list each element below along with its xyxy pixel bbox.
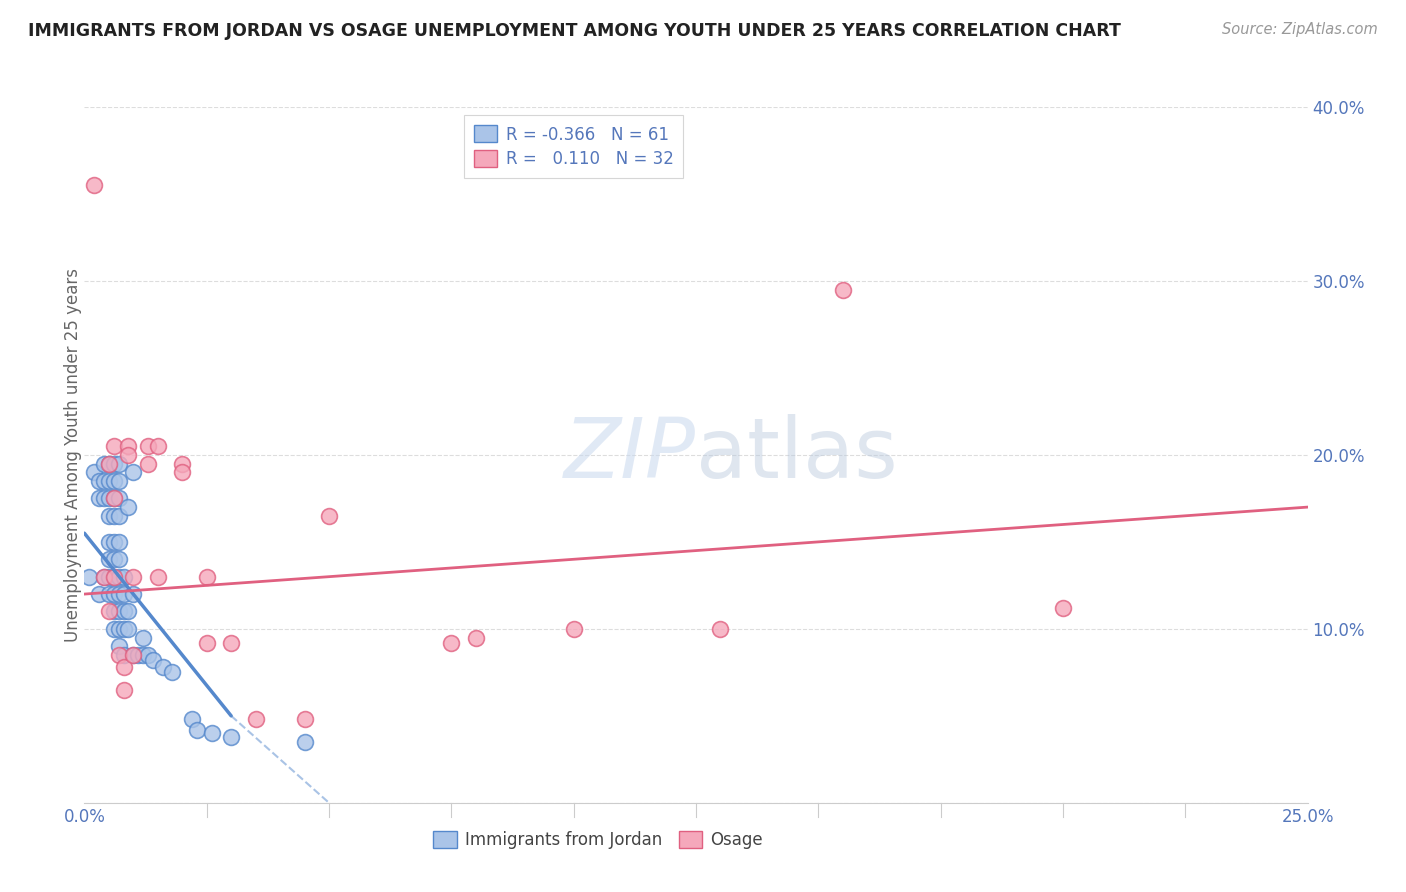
Point	[318, 508, 340, 523]
Point	[112, 622, 135, 636]
Point	[77, 570, 100, 584]
Point	[107, 534, 129, 549]
Point	[112, 660, 135, 674]
Point	[107, 570, 129, 584]
Point	[97, 570, 120, 584]
Point	[294, 712, 316, 726]
Y-axis label: Unemployment Among Youth under 25 years: Unemployment Among Youth under 25 years	[65, 268, 82, 642]
Point	[172, 466, 194, 480]
Point	[107, 587, 129, 601]
Point	[112, 570, 135, 584]
Point	[103, 508, 125, 523]
Point	[103, 587, 125, 601]
Point	[107, 639, 129, 653]
Point	[93, 570, 115, 584]
Point	[107, 552, 129, 566]
Point	[117, 439, 139, 453]
Point	[162, 665, 184, 680]
Point	[97, 457, 120, 471]
Point	[122, 648, 145, 662]
Point	[117, 622, 139, 636]
Point	[107, 605, 129, 619]
Point	[112, 682, 135, 697]
Point	[107, 491, 129, 506]
Point	[103, 439, 125, 453]
Point	[103, 474, 125, 488]
Point	[127, 648, 149, 662]
Point	[97, 491, 120, 506]
Point	[93, 570, 115, 584]
Point	[562, 622, 585, 636]
Text: ZIP: ZIP	[564, 415, 696, 495]
Point	[93, 457, 115, 471]
Point	[245, 712, 267, 726]
Point	[181, 712, 204, 726]
Point	[219, 636, 242, 650]
Point	[97, 508, 120, 523]
Point	[93, 474, 115, 488]
Point	[464, 631, 486, 645]
Point	[97, 587, 120, 601]
Point	[103, 552, 125, 566]
Point	[103, 457, 125, 471]
Point	[136, 648, 159, 662]
Point	[146, 439, 169, 453]
Point	[195, 636, 218, 650]
Point	[87, 474, 110, 488]
Point	[195, 570, 218, 584]
Point	[83, 466, 105, 480]
Point	[136, 457, 159, 471]
Point	[97, 552, 120, 566]
Point	[97, 534, 120, 549]
Point	[107, 457, 129, 471]
Point	[112, 605, 135, 619]
Point	[103, 605, 125, 619]
Point	[219, 730, 242, 744]
Legend: Immigrants from Jordan, Osage: Immigrants from Jordan, Osage	[425, 822, 772, 857]
Point	[132, 648, 155, 662]
Point	[122, 587, 145, 601]
Point	[112, 587, 135, 601]
Point	[107, 474, 129, 488]
Point	[136, 439, 159, 453]
Point	[142, 653, 165, 667]
Point	[103, 491, 125, 506]
Point	[117, 605, 139, 619]
Text: Source: ZipAtlas.com: Source: ZipAtlas.com	[1222, 22, 1378, 37]
Point	[87, 587, 110, 601]
Point	[87, 491, 110, 506]
Point	[97, 474, 120, 488]
Point	[107, 508, 129, 523]
Point	[200, 726, 222, 740]
Text: atlas: atlas	[696, 415, 897, 495]
Point	[117, 500, 139, 514]
Point	[294, 735, 316, 749]
Point	[146, 570, 169, 584]
Point	[103, 570, 125, 584]
Point	[172, 457, 194, 471]
Point	[103, 534, 125, 549]
Point	[831, 283, 853, 297]
Point	[103, 491, 125, 506]
Point	[107, 622, 129, 636]
Point	[103, 622, 125, 636]
Point	[1052, 601, 1074, 615]
Point	[440, 636, 463, 650]
Point	[122, 570, 145, 584]
Point	[97, 605, 120, 619]
Point	[152, 660, 174, 674]
Point	[112, 648, 135, 662]
Point	[103, 570, 125, 584]
Point	[117, 448, 139, 462]
Point	[709, 622, 731, 636]
Point	[83, 178, 105, 193]
Point	[97, 457, 120, 471]
Point	[122, 648, 145, 662]
Point	[107, 648, 129, 662]
Point	[132, 631, 155, 645]
Point	[122, 466, 145, 480]
Point	[93, 491, 115, 506]
Text: IMMIGRANTS FROM JORDAN VS OSAGE UNEMPLOYMENT AMONG YOUTH UNDER 25 YEARS CORRELAT: IMMIGRANTS FROM JORDAN VS OSAGE UNEMPLOY…	[28, 22, 1121, 40]
Point	[186, 723, 208, 737]
